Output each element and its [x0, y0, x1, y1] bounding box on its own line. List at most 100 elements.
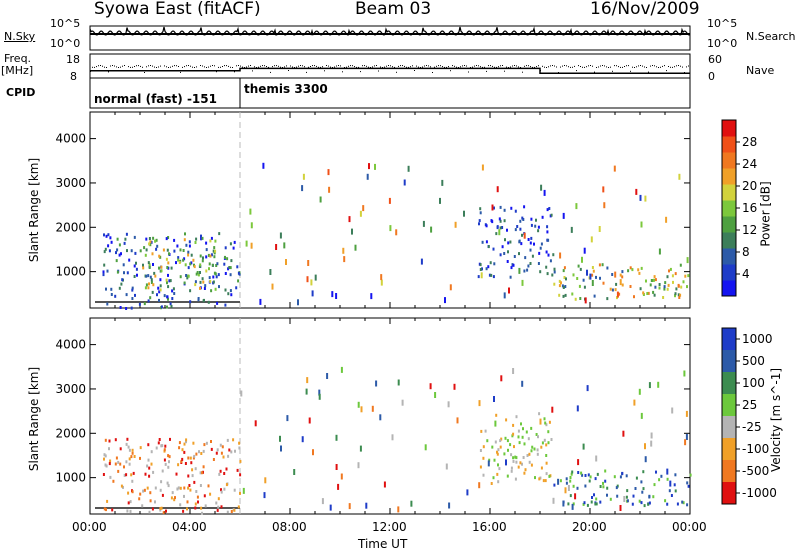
nave-dot — [388, 65, 389, 66]
velocity-panel-scatter-cell — [219, 443, 222, 447]
power-panel-sparse-cell — [613, 165, 616, 172]
velocity-panel-scatter-cell — [181, 457, 184, 461]
power-panel-sparse-cell — [250, 222, 253, 229]
power-panel-scatter-cell — [184, 263, 187, 267]
power-panel-scatter-cell — [154, 274, 157, 278]
power-panel-scatter-cell — [562, 269, 565, 273]
velocity-panel-scatter-cell — [114, 438, 117, 442]
power-panel-scatter-cell — [546, 272, 549, 276]
velocity-panel-scatter-cell — [530, 426, 533, 430]
power-colorbar-swatch — [722, 136, 736, 153]
velocity-panel-scatter-cell — [545, 454, 548, 457]
velocity-panel-scatter-cell — [660, 474, 663, 478]
velocity-panel-sparse-cell — [357, 401, 360, 408]
power-panel-scatter-cell — [133, 264, 136, 268]
nave-dot — [282, 67, 283, 68]
velocity-panel-scatter-cell — [125, 460, 128, 464]
nave-dot — [240, 65, 241, 67]
power-panel-scatter-cell — [159, 278, 162, 282]
nave-dot — [618, 66, 619, 68]
velocity-panel-scatter-cell — [195, 452, 198, 456]
power-panel-sparse-cell — [343, 256, 346, 263]
velocity-panel-scatter-cell — [183, 442, 186, 446]
power-panel-scatter-cell — [203, 287, 206, 290]
power-panel-scatter-cell — [227, 292, 230, 296]
velocity-panel-scatter-cell — [159, 507, 162, 510]
nave-dot — [268, 66, 269, 68]
power-panel-scatter-cell — [232, 246, 235, 250]
power-colorbar-swatch — [722, 216, 736, 233]
nave-dot — [198, 70, 199, 72]
power-panel-sparse-cell — [498, 229, 501, 236]
nave-dot — [552, 65, 553, 66]
velocity-panel-scatter-cell — [103, 453, 106, 457]
velocity-panel-scatter-cell — [104, 454, 107, 458]
nave-dot — [604, 65, 605, 67]
velocity-panel-y-tick-label: 4000 — [55, 338, 86, 352]
velocity-colorbar-tick-label: 100 — [742, 376, 765, 390]
power-panel-sparse-cell — [297, 299, 299, 306]
velocity-panel-scatter-cell — [488, 458, 491, 462]
power-panel-scatter-cell — [188, 244, 191, 248]
velocity-panel-sparse-cell — [595, 455, 598, 462]
nave-dot — [522, 71, 523, 73]
power-panel-scatter-cell — [215, 264, 218, 267]
power-panel-scatter-cell — [526, 268, 529, 272]
velocity-panel-scatter-cell — [569, 479, 572, 483]
nave-dot — [310, 66, 311, 67]
power-panel-scatter-cell — [166, 281, 168, 285]
velocity-ylabel: Slant Range [km] — [27, 366, 42, 472]
nave-dot — [346, 66, 347, 68]
power-panel-scatter-cell — [103, 233, 105, 237]
nave-dot — [314, 65, 315, 67]
power-panel-scatter-cell — [154, 239, 157, 243]
velocity-panel-scatter-cell — [589, 475, 592, 479]
velocity-panel-scatter-cell — [569, 476, 572, 479]
power-panel-scatter-cell — [606, 266, 609, 270]
power-panel-scatter-cell — [226, 257, 229, 261]
power-panel-scatter-cell — [546, 225, 549, 229]
velocity-panel-scatter-cell — [496, 452, 499, 456]
nave-dot — [304, 66, 305, 68]
power-panel-scatter-cell — [489, 261, 492, 265]
power-panel-sparse-cell — [403, 179, 406, 186]
velocity-panel-scatter-cell — [154, 500, 156, 504]
power-panel-scatter-cell — [184, 232, 186, 236]
power-panel-scatter-cell — [103, 250, 106, 254]
velocity-panel-scatter-cell — [496, 472, 499, 476]
nave-dot — [412, 65, 413, 67]
velocity-panel-scatter-cell — [126, 509, 129, 513]
power-panel-scatter-cell — [107, 244, 110, 248]
power-panel-scatter-cell — [479, 211, 482, 215]
power-panel-sparse-cell — [422, 220, 425, 227]
power-panel-sparse-cell — [388, 197, 391, 204]
nave-dot — [362, 65, 363, 67]
nave-dot — [608, 67, 609, 68]
velocity-panel-sparse-cell — [401, 399, 404, 406]
nave-dot — [416, 65, 417, 67]
power-colorbar-swatch — [722, 120, 736, 137]
velocity-panel-sparse-cell — [669, 480, 672, 487]
power-panel-sparse-cell — [518, 267, 521, 274]
nave-dot — [288, 70, 289, 71]
velocity-panel-scatter-cell — [183, 450, 186, 454]
velocity-panel-scatter-cell — [583, 501, 586, 505]
velocity-panel-scatter-cell — [604, 469, 607, 473]
velocity-panel-scatter-cell — [187, 474, 190, 478]
power-panel-scatter-cell — [142, 266, 145, 270]
velocity-panel-scatter-cell — [668, 489, 671, 493]
nave-dot — [654, 65, 655, 67]
power-panel-scatter-cell — [606, 297, 609, 301]
nave-dot — [294, 67, 295, 68]
nave-dot — [216, 71, 217, 73]
power-panel-sparse-cell — [368, 163, 370, 170]
power-panel-scatter-cell — [105, 234, 108, 238]
x-tick-label: 00:00 — [672, 520, 707, 534]
velocity-panel-scatter-cell — [613, 475, 616, 479]
velocity-panel-scatter-cell — [544, 479, 547, 483]
velocity-panel-scatter-cell — [615, 486, 618, 490]
nave-dot — [340, 65, 341, 67]
nave-dot — [150, 65, 151, 66]
power-panel-scatter-cell — [150, 240, 153, 244]
velocity-panel-scatter-cell — [194, 502, 197, 506]
